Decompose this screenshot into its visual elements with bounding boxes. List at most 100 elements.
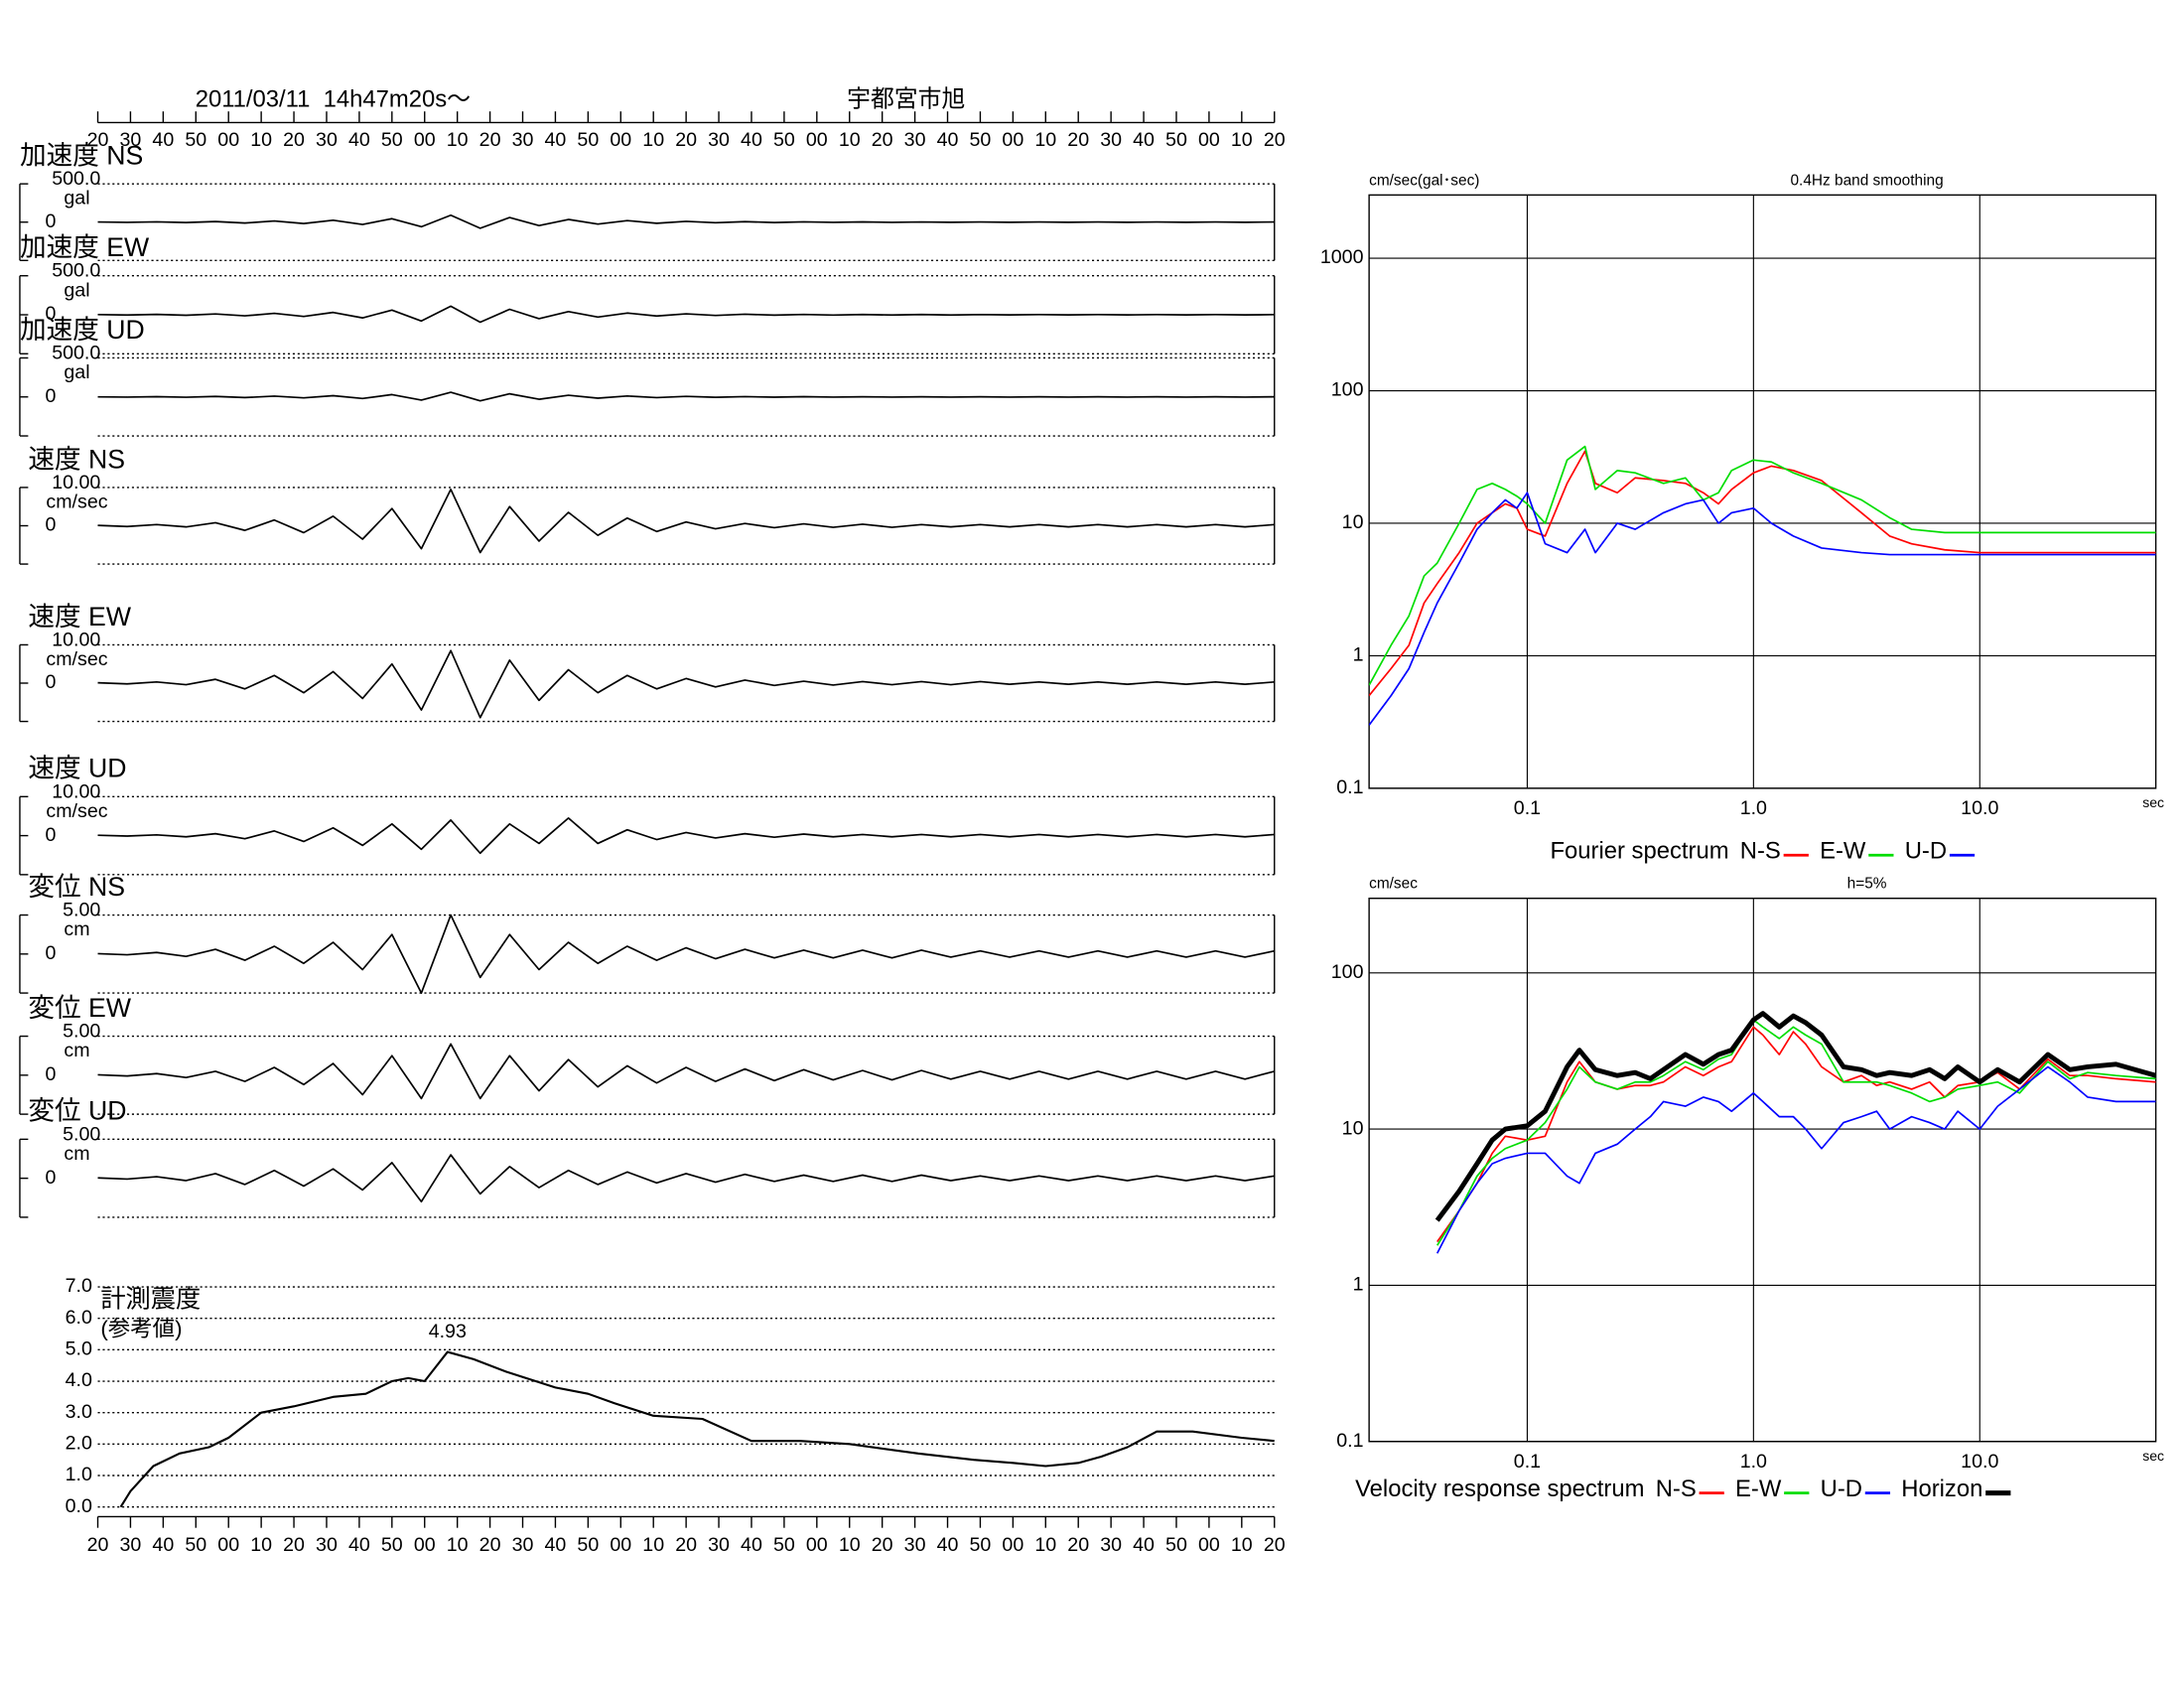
x-tick-label: 40 — [545, 1534, 567, 1556]
x-tick-label: 40 — [152, 1534, 174, 1556]
x-tick-label: 20 — [872, 129, 893, 151]
legend-label: N-S — [1656, 1476, 1697, 1502]
data-line — [1369, 450, 2156, 697]
y-unit: gal — [64, 188, 89, 210]
x-tick-label: 00 — [217, 129, 239, 151]
y-tick-label: 0.1 — [1336, 1430, 1363, 1452]
x-tick-label: 20 — [872, 1534, 893, 1556]
x-tick-label: 10 — [642, 1534, 664, 1556]
x-axis-label: sec — [2142, 1448, 2164, 1464]
x-tick-label: 0.1 — [1514, 797, 1541, 819]
y-unit: gal — [64, 279, 89, 301]
y-tick-label: 100 — [1331, 961, 1364, 983]
y-tick-label: 1 — [1353, 644, 1364, 666]
y-tick-label: 3.0 — [66, 1401, 92, 1423]
x-tick-label: 20 — [283, 1534, 305, 1556]
legend-title: Fourier spectrum — [1550, 838, 1728, 865]
y-tick-label: 1 — [1353, 1274, 1364, 1296]
x-tick-label: 20 — [87, 1534, 109, 1556]
x-tick-label: 00 — [414, 1534, 436, 1556]
x-tick-label: 30 — [120, 129, 142, 151]
x-tick-label: 50 — [577, 1534, 599, 1556]
y-unit: cm/sec — [46, 492, 107, 513]
data-line — [97, 1043, 1275, 1100]
data-line — [97, 391, 1275, 402]
data-line — [1436, 1019, 2156, 1246]
x-tick-label: 10 — [1034, 129, 1056, 151]
x-tick-label: 50 — [773, 129, 795, 151]
y-tick-label: 0 — [46, 385, 57, 407]
x-tick-label: 40 — [1133, 129, 1155, 151]
legend-label: U-D — [1821, 1476, 1862, 1502]
data-line — [97, 305, 1275, 324]
legend-label: N-S — [1740, 838, 1781, 865]
chart-subtitle: 0.4Hz band smoothing — [1790, 172, 1943, 189]
legend-label: U-D — [1905, 838, 1947, 865]
x-tick-label: 10 — [1034, 1534, 1056, 1556]
chart-title: 計測震度 — [100, 1286, 201, 1314]
x-tick-label: 30 — [1100, 1534, 1122, 1556]
station-name: 宇都宮市旭 — [847, 85, 965, 112]
x-tick-label: 40 — [1133, 1534, 1155, 1556]
y-tick-label: 5.0 — [66, 1338, 92, 1360]
data-line — [1369, 492, 2156, 726]
y-tick-label: 0 — [46, 303, 57, 325]
x-tick-label: 50 — [381, 1534, 403, 1556]
x-tick-label: 50 — [1165, 129, 1187, 151]
peak-annotation: 4.93 — [429, 1321, 467, 1342]
x-tick-label: 30 — [512, 129, 534, 151]
y-tick-label: 0 — [46, 1167, 57, 1189]
x-tick-label: 40 — [348, 129, 370, 151]
y-tick-label: 5.00 — [63, 1123, 100, 1145]
panel-title: 変位 NS — [28, 872, 125, 902]
y-tick-label: 10 — [1342, 511, 1364, 533]
x-tick-label: 10 — [839, 1534, 861, 1556]
chart-subtitle: h=5% — [1847, 876, 1887, 893]
x-tick-label: 50 — [773, 1534, 795, 1556]
data-line — [1434, 1011, 2156, 1222]
y-unit: gal — [64, 361, 89, 383]
y-axis-label: cm/sec — [1369, 876, 1418, 893]
x-tick-label: 1.0 — [1740, 1451, 1767, 1473]
x-tick-label: 40 — [741, 1534, 762, 1556]
y-tick-label: 10 — [1342, 1117, 1364, 1139]
x-tick-label: 10 — [839, 129, 861, 151]
y-tick-label: 0 — [46, 942, 57, 964]
x-tick-label: 00 — [1002, 129, 1024, 151]
x-tick-label: 10 — [250, 129, 272, 151]
y-tick-label: 4.0 — [66, 1369, 92, 1391]
x-tick-label: 30 — [316, 1534, 338, 1556]
x-tick-label: 00 — [217, 1534, 239, 1556]
y-tick-label: 2.0 — [66, 1433, 92, 1455]
y-tick-label: 0 — [46, 514, 57, 536]
x-tick-label: 0.1 — [1514, 1451, 1541, 1473]
x-tick-label: 00 — [610, 129, 631, 151]
y-axis-label: cm/sec(gal･sec) — [1369, 172, 1479, 189]
y-unit: cm/sec — [46, 800, 107, 822]
data-line — [97, 489, 1275, 554]
x-tick-label: 40 — [348, 1534, 370, 1556]
x-tick-label: 40 — [937, 129, 959, 151]
data-line — [97, 914, 1275, 994]
panel-title: 加速度 UD — [20, 315, 145, 345]
x-tick-label: 10 — [250, 1534, 272, 1556]
y-tick-label: 1000 — [1320, 246, 1364, 268]
panel-title: 加速度 NS — [20, 141, 143, 171]
y-tick-label: 0 — [46, 1063, 57, 1085]
x-tick-label: 30 — [904, 129, 926, 151]
x-tick-label: 30 — [708, 129, 730, 151]
y-tick-label: 0 — [46, 824, 57, 846]
y-tick-label: 10.00 — [52, 472, 100, 493]
data-line — [1369, 445, 2156, 686]
x-tick-label: 20 — [1264, 129, 1286, 151]
y-tick-label: 500.0 — [52, 168, 100, 190]
chart-subtitle: (参考値) — [100, 1316, 182, 1340]
x-tick-label: 50 — [185, 129, 206, 151]
x-tick-label: 20 — [1067, 129, 1089, 151]
x-tick-label: 50 — [970, 129, 992, 151]
data-line — [97, 213, 1275, 229]
panel-title: 変位 UD — [28, 1096, 126, 1126]
y-tick-label: 5.00 — [63, 900, 100, 921]
panel-title: 変位 EW — [28, 993, 131, 1023]
